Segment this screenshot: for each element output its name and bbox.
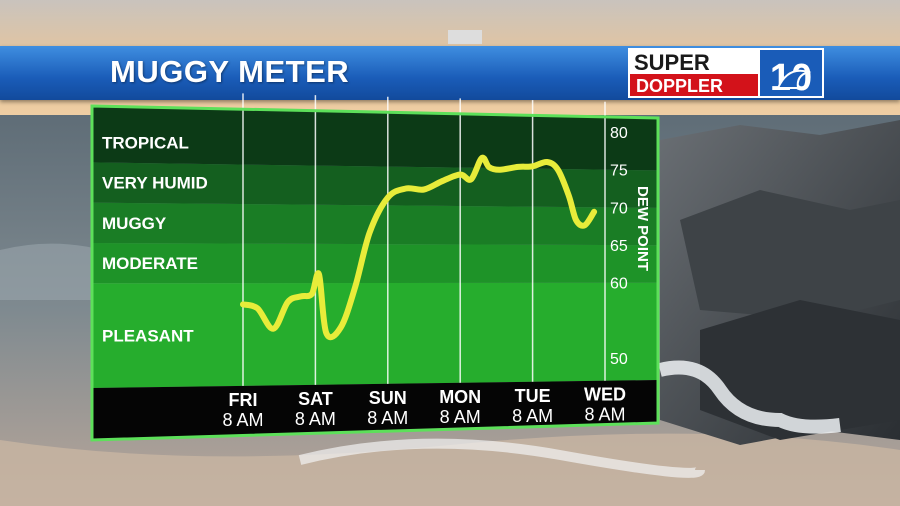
band-pleasant [92,282,658,388]
band-label: VERY HUMID [102,174,208,193]
x-tick-day: SAT [298,389,333,409]
x-tick-time: 8 AM [222,410,263,430]
super-doppler-10-logo: SUPER DOPPLER 10 [628,48,824,98]
x-tick-time: 8 AM [512,406,553,426]
band-very-humid [92,162,658,208]
x-tick-day: TUE [515,386,551,406]
band-labels: TROPICAL VERY HUMID MUGGY MODERATE PLEASANT [102,133,208,345]
wave-icon [776,69,812,89]
x-tick-day: WED [584,385,626,405]
x-tick-time: 8 AM [295,409,336,429]
x-axis-strip [92,380,658,440]
logo-top-text: SUPER [634,50,710,75]
y-tick-label: 80 [610,125,628,142]
y-tick-label: 70 [610,200,628,217]
band-label: TROPICAL [102,133,189,152]
band-moderate [92,242,658,284]
x-tick-time: 8 AM [584,405,625,425]
chart-frame [90,104,660,442]
y-axis-ticks: 80 75 70 65 60 50 [610,125,628,368]
band-label: MUGGY [102,214,167,233]
day-gridlines [242,93,606,386]
dew-point-line [240,154,598,341]
band-label: PLEASANT [102,327,194,346]
band-tropical [92,106,658,171]
y-tick-label: 65 [610,238,628,255]
x-tick-day: MON [439,387,481,407]
x-tick-day: SUN [369,388,407,408]
y-tick-label: 50 [610,351,628,368]
x-tick-day: FRI [229,390,258,410]
y-axis-label: DEW POINT [634,186,651,271]
y-tick-label: 60 [610,276,628,293]
band-label: MODERATE [102,254,198,273]
x-tick-time: 8 AM [367,408,408,428]
page-title: MUGGY METER [110,54,350,89]
y-tick-label: 75 [610,163,628,180]
x-tick-time: 8 AM [440,407,481,427]
logo-bottom-text: DOPPLER [636,76,723,96]
